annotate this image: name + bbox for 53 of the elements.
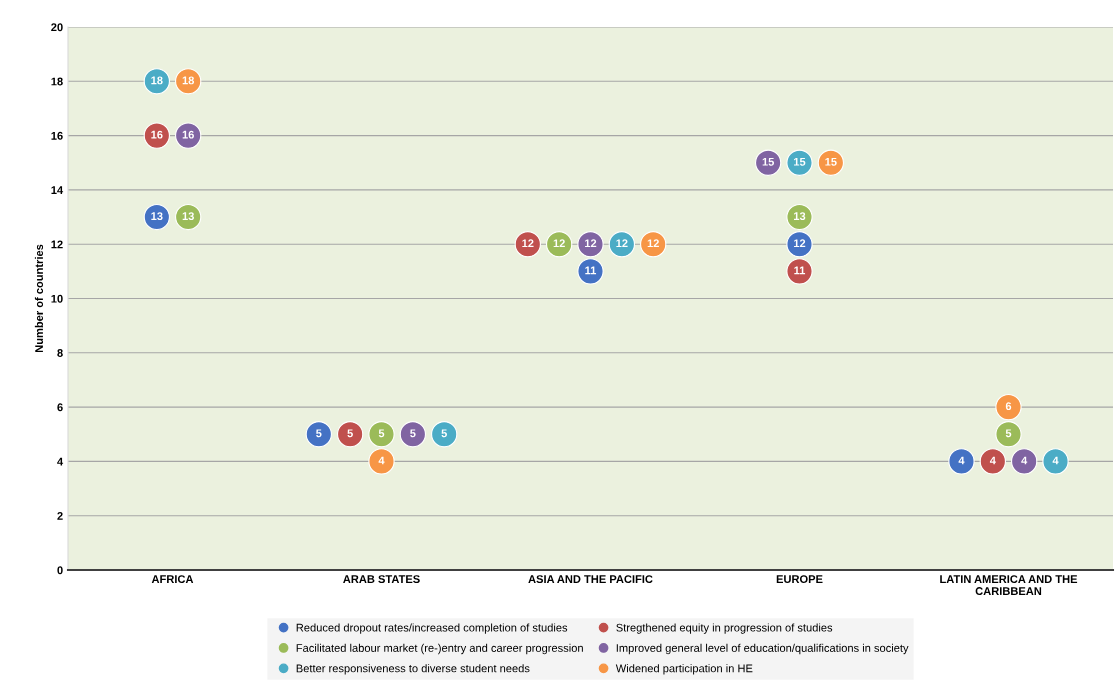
- data-label: 5: [316, 429, 322, 438]
- y-tick-label: 20: [51, 23, 63, 32]
- y-tick-label: 10: [51, 294, 63, 303]
- x-tick-label: AFRICA: [151, 575, 194, 584]
- y-tick-label: 18: [51, 77, 63, 86]
- y-tick-label: 4: [57, 457, 64, 466]
- data-label: 13: [794, 212, 806, 221]
- data-label: 13: [182, 212, 194, 221]
- data-label: 18: [151, 76, 163, 85]
- y-tick-label: 6: [57, 403, 63, 412]
- data-label: 5: [1005, 429, 1012, 438]
- x-tick-label: ARAB STATES: [343, 575, 420, 584]
- data-label: 4: [958, 456, 965, 465]
- legend-label: Facilitated labour market (re-)entry and career progression: [296, 643, 583, 655]
- data-label: 4: [1052, 456, 1059, 465]
- legend-label: Widened participation in HE: [615, 664, 753, 675]
- data-label: 18: [182, 76, 195, 85]
- y-tick-label: 16: [51, 131, 63, 140]
- y-tick-label: 8: [57, 349, 63, 357]
- data-label: 5: [378, 429, 385, 438]
- y-axis-title: Number of countries: [34, 244, 44, 353]
- y-tick-label: 12: [51, 240, 63, 249]
- legend-label: Better responsiveness to diverse student needs: [296, 664, 530, 675]
- data-label: 4: [989, 456, 996, 465]
- data-label: 4: [378, 456, 385, 465]
- x-tick-label: LATIN AMERICA AND THE CARIBBEAN: [940, 575, 1078, 595]
- legend-label: Reduced dropout rates/increased completion of studies: [296, 623, 568, 634]
- legend-label: Improved general level of education/qualifications in society: [616, 643, 909, 655]
- y-tick-label: 0: [57, 566, 63, 575]
- y-tick-label: 2: [57, 511, 63, 520]
- data-label: 12: [647, 239, 659, 248]
- data-label: 12: [553, 239, 565, 248]
- data-label: 11: [794, 266, 806, 275]
- data-label: 15: [762, 157, 775, 166]
- data-label: 5: [410, 429, 416, 438]
- data-label: 6: [1005, 402, 1012, 411]
- data-label: 11: [585, 266, 597, 275]
- x-tick-label: EUROPE: [776, 575, 823, 584]
- data-label: 12: [522, 239, 534, 248]
- legend-label: Stregthened equity in progression of studies: [616, 623, 833, 634]
- data-label: 5: [441, 429, 447, 438]
- x-tick-label: ASIA AND THE PACIFIC: [528, 575, 653, 584]
- data-label: 13: [151, 212, 163, 221]
- data-label: 5: [347, 429, 353, 438]
- y-tick-label: 14: [51, 186, 64, 194]
- data-label: 16: [151, 130, 163, 139]
- data-label: 16: [182, 130, 194, 139]
- data-label: 12: [616, 239, 628, 248]
- data-label: 15: [794, 157, 806, 166]
- data-label: 12: [794, 239, 806, 248]
- data-label: 4: [1021, 456, 1028, 465]
- data-label: 12: [585, 239, 597, 248]
- data-label: 15: [825, 157, 837, 166]
